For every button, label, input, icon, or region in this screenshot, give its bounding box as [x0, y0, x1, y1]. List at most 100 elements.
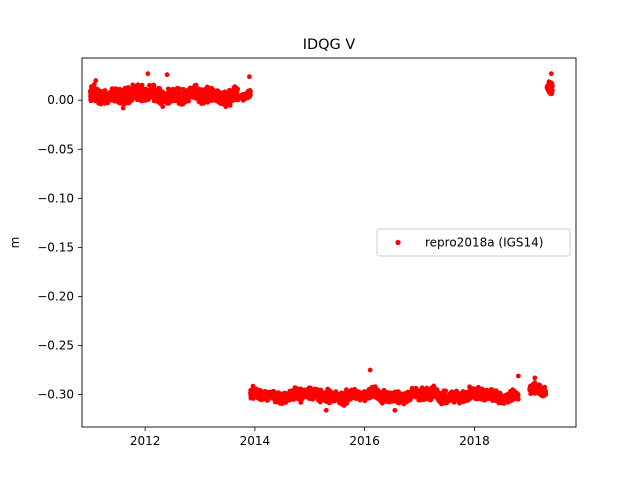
data-point	[208, 96, 214, 102]
data-point	[185, 87, 191, 93]
data-point	[367, 393, 373, 398]
data-point	[171, 90, 177, 96]
data-point	[379, 400, 385, 406]
y-axis: 0.00 −0.05 −0.10 −0.15 −0.20 −0.25 −0.30	[37, 93, 82, 402]
data-point	[261, 393, 266, 399]
data-point	[393, 397, 399, 403]
data-point	[135, 91, 141, 97]
data-point	[160, 104, 166, 110]
data-point	[402, 399, 407, 405]
data-point	[339, 398, 345, 404]
data-point	[178, 101, 183, 106]
data-point	[124, 99, 130, 105]
data-point	[310, 390, 316, 395]
y-tick-label: 0.00	[47, 93, 74, 107]
data-point	[542, 388, 548, 394]
data-point	[147, 82, 152, 88]
data-point	[166, 89, 172, 95]
data-point	[512, 390, 518, 396]
data-point	[508, 396, 514, 402]
data-point	[122, 92, 128, 98]
data-point	[230, 91, 236, 97]
data-point	[106, 92, 112, 97]
y-axis-label: m	[8, 237, 22, 249]
data-point	[135, 87, 141, 93]
data-point	[294, 386, 300, 392]
data-point	[295, 392, 301, 397]
data-point	[408, 392, 414, 398]
data-point	[431, 386, 437, 391]
data-point	[367, 367, 373, 373]
data-point	[531, 389, 537, 394]
data-point	[188, 91, 194, 97]
data-point	[478, 396, 483, 401]
data-point	[195, 86, 201, 92]
data-point	[209, 85, 214, 91]
data-point	[548, 91, 554, 97]
data-point	[175, 95, 181, 101]
data-point	[323, 407, 329, 413]
data-point	[451, 394, 456, 400]
data-point	[397, 397, 403, 403]
data-point	[110, 90, 116, 96]
data-point	[317, 392, 323, 398]
data-point	[515, 373, 521, 379]
data-point	[419, 385, 425, 391]
data-point	[179, 95, 185, 101]
data-point	[282, 392, 288, 397]
data-point	[240, 92, 245, 98]
data-point	[545, 85, 550, 91]
data-point	[530, 381, 536, 387]
data-point	[320, 396, 326, 402]
data-point	[446, 394, 451, 399]
data-point	[247, 74, 252, 80]
data-point	[271, 389, 277, 394]
x-tick-label: 2012	[130, 434, 161, 448]
y-tick-label: −0.25	[37, 339, 74, 353]
data-point	[342, 393, 348, 399]
y-tick-label: −0.20	[37, 289, 74, 303]
plot-frame	[81, 57, 577, 428]
data-point	[274, 399, 279, 405]
data-point	[327, 388, 333, 394]
data-point	[227, 93, 232, 99]
data-point	[93, 78, 99, 83]
data-point	[125, 85, 131, 90]
data-point	[151, 82, 157, 88]
data-point	[372, 384, 378, 390]
data-point	[145, 71, 151, 77]
data-point	[240, 97, 246, 103]
x-tick-label: 2016	[349, 434, 380, 448]
data-point	[325, 396, 331, 402]
y-tick-label: −0.15	[37, 240, 74, 254]
data-point	[217, 99, 223, 105]
data-point	[489, 392, 495, 397]
data-point	[177, 86, 182, 92]
data-point	[162, 99, 168, 105]
data-point	[115, 95, 121, 101]
data-point	[389, 398, 394, 404]
data-point	[346, 394, 352, 399]
chart-title: IDQG V	[303, 37, 356, 53]
data-point	[403, 392, 409, 398]
data-point	[442, 398, 448, 404]
data-point	[457, 400, 462, 406]
data-point	[91, 94, 97, 100]
data-point	[339, 390, 345, 396]
data-point	[393, 389, 399, 395]
data-point	[197, 94, 203, 100]
data-point	[534, 389, 540, 394]
data-point	[441, 388, 447, 394]
data-point	[392, 407, 398, 413]
data-point	[479, 386, 485, 392]
data-point	[532, 375, 538, 381]
data-point	[301, 393, 307, 398]
data-point	[98, 101, 104, 107]
y-tick-label: −0.10	[37, 191, 74, 205]
data-point	[420, 390, 426, 395]
data-point	[204, 84, 210, 90]
data-point	[127, 89, 133, 95]
data-point	[435, 395, 441, 401]
data-point	[126, 93, 132, 99]
